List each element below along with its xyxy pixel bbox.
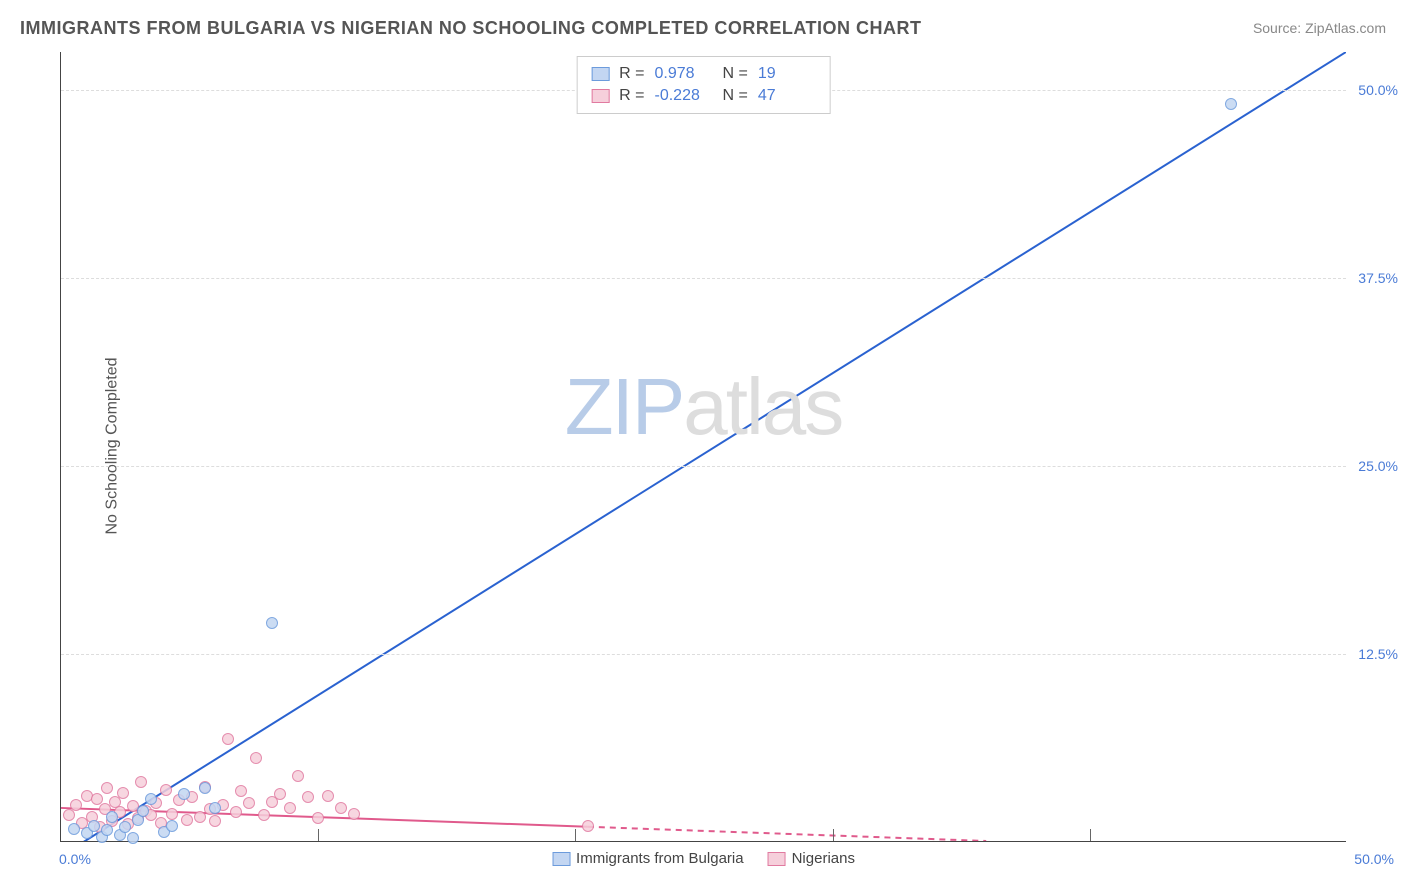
data-point — [322, 790, 334, 802]
data-point — [199, 782, 211, 794]
data-point — [160, 784, 172, 796]
legend-swatch — [591, 89, 609, 103]
data-point — [302, 791, 314, 803]
data-point — [292, 770, 304, 782]
gridline-horizontal — [61, 278, 1346, 279]
data-point — [135, 776, 147, 788]
stat-n-value: 19 — [758, 65, 816, 83]
x-min-label: 0.0% — [59, 851, 91, 867]
source-attribution: Source: ZipAtlas.com — [1253, 20, 1386, 36]
data-point — [582, 820, 594, 832]
data-point — [266, 617, 278, 629]
data-point — [312, 812, 324, 824]
data-point — [1225, 98, 1237, 110]
data-point — [243, 797, 255, 809]
legend-swatch — [552, 852, 570, 866]
data-point — [222, 733, 234, 745]
data-point — [235, 785, 247, 797]
data-point — [101, 824, 113, 836]
source-name: ZipAtlas.com — [1305, 20, 1386, 36]
watermark: ZIPatlas — [565, 361, 842, 453]
data-point — [117, 787, 129, 799]
chart-title: IMMIGRANTS FROM BULGARIA VS NIGERIAN NO … — [20, 18, 921, 39]
y-tick-label: 25.0% — [1358, 458, 1398, 474]
data-point — [137, 805, 149, 817]
data-point — [166, 820, 178, 832]
stat-legend-row: R = 0.978 N = 19 — [591, 63, 816, 85]
watermark-atlas: atlas — [683, 362, 842, 451]
legend-swatch — [768, 852, 786, 866]
legend-item: Immigrants from Bulgaria — [552, 850, 744, 867]
gridline-horizontal — [61, 466, 1346, 467]
stat-n-label: N = — [723, 65, 748, 83]
series-legend: Immigrants from Bulgaria Nigerians — [552, 850, 855, 867]
data-point — [209, 815, 221, 827]
data-point — [209, 802, 221, 814]
data-point — [106, 811, 118, 823]
data-point — [348, 808, 360, 820]
x-tick-mark — [318, 829, 319, 841]
stat-legend-row: R = -0.228 N = 47 — [591, 85, 816, 107]
data-point — [127, 832, 139, 844]
legend-swatch — [591, 67, 609, 81]
data-point — [181, 814, 193, 826]
x-tick-mark — [575, 829, 576, 841]
legend-label: Immigrants from Bulgaria — [576, 850, 744, 867]
chart-svg-layer — [61, 52, 1346, 841]
x-tick-mark — [833, 829, 834, 841]
stat-r-label: R = — [619, 87, 644, 105]
legend-label: Nigerians — [792, 850, 855, 867]
watermark-zip: ZIP — [565, 362, 683, 451]
data-point — [335, 802, 347, 814]
stat-r-value: 0.978 — [655, 65, 713, 83]
gridline-horizontal — [61, 654, 1346, 655]
y-tick-label: 50.0% — [1358, 82, 1398, 98]
data-point — [70, 799, 82, 811]
x-max-label: 50.0% — [1354, 851, 1394, 867]
data-point — [258, 809, 270, 821]
stat-n-label: N = — [723, 87, 748, 105]
data-point — [178, 788, 190, 800]
stat-r-value: -0.228 — [655, 87, 713, 105]
data-point — [230, 806, 242, 818]
stat-n-value: 47 — [758, 87, 816, 105]
data-point — [145, 793, 157, 805]
data-point — [63, 809, 75, 821]
source-prefix: Source: — [1253, 20, 1305, 36]
stat-r-label: R = — [619, 65, 644, 83]
x-tick-mark — [1090, 829, 1091, 841]
correlation-stats-legend: R = 0.978 N = 19 R = -0.228 N = 47 — [576, 56, 831, 114]
data-point — [68, 823, 80, 835]
data-point — [101, 782, 113, 794]
data-point — [194, 811, 206, 823]
y-tick-label: 12.5% — [1358, 646, 1398, 662]
data-point — [166, 808, 178, 820]
chart-plot-area: ZIPatlas R = 0.978 N = 19 R = -0.228 N =… — [60, 52, 1346, 842]
legend-item: Nigerians — [768, 850, 855, 867]
data-point — [274, 788, 286, 800]
data-point — [284, 802, 296, 814]
y-tick-label: 37.5% — [1358, 270, 1398, 286]
data-point — [250, 752, 262, 764]
